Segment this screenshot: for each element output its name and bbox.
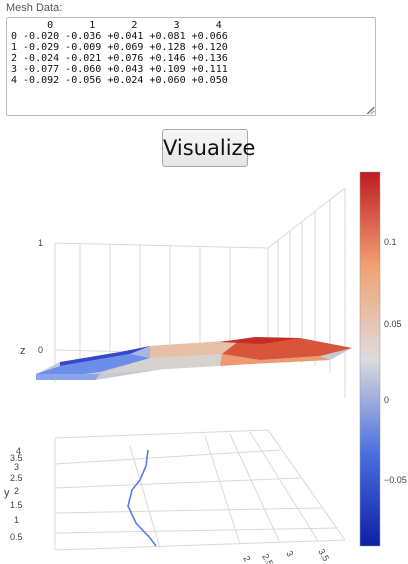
z-tick: 1 [38,238,43,248]
resize-grip-icon[interactable] [367,107,375,115]
surface-face [60,346,150,366]
colorbar-tick: 0 [384,395,389,405]
x-axis: 2 2.5 3 3.5 [241,547,331,564]
surface-face [220,337,300,344]
visualize-button[interactable]: Visualize [162,129,255,167]
y-tick: 1 [14,515,19,525]
mesh-data-label: Mesh Data: [6,2,63,14]
surface-face [36,354,150,380]
colorbar-gradient [359,171,381,547]
floor-contour-line [127,449,157,547]
surface-plot[interactable]: z 1 0 y 0.5 1 1.5 2 2.5 3 3.5 4 2 2.5 3 … [0,168,408,564]
y-tick: 2 [14,486,19,496]
z-axis: z 1 0 [20,238,43,357]
surface-face [36,374,100,380]
colorbar-tick: −0.05 [384,475,407,485]
z-axis-title: z [20,345,26,357]
surface-face [150,340,240,358]
x-tick: 2.5 [260,552,275,564]
y-tick: 3.5 [10,453,23,463]
y-tick: 3 [14,462,19,472]
y-tick: 2.5 [10,473,23,483]
y-tick: 0.5 [10,532,23,542]
y-tick: 4 [16,446,21,456]
surface-face [100,354,222,374]
surface-face [220,354,330,366]
x-tick: 3.5 [316,547,331,563]
colorbar-tick: 0.1 [384,237,397,247]
colorbar: 0.1 0.05 0 −0.05 [359,171,407,547]
colorbar-tick: 0.05 [384,319,402,329]
x-tick: 3 [284,549,295,558]
y-axis-title: y [4,487,10,499]
surface-face [130,346,150,358]
surface-mesh [36,337,352,380]
z-tick: 0 [38,345,43,355]
y-axis: y 0.5 1 1.5 2 2.5 3 3.5 4 [4,446,23,542]
y-tick: 1.5 [10,500,23,510]
mesh-data-textarea[interactable]: 0 1 2 3 4 0 -0.020 -0.036 +0.041 +0.081 … [6,17,376,116]
x-tick: 2 [241,554,252,563]
